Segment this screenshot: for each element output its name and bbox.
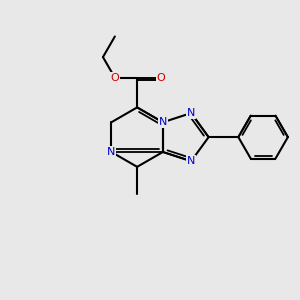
Text: N: N [187, 108, 195, 118]
Text: N: N [187, 156, 195, 166]
Text: O: O [157, 73, 165, 83]
Text: N: N [107, 147, 116, 157]
Text: O: O [110, 73, 119, 83]
Text: N: N [159, 117, 167, 127]
